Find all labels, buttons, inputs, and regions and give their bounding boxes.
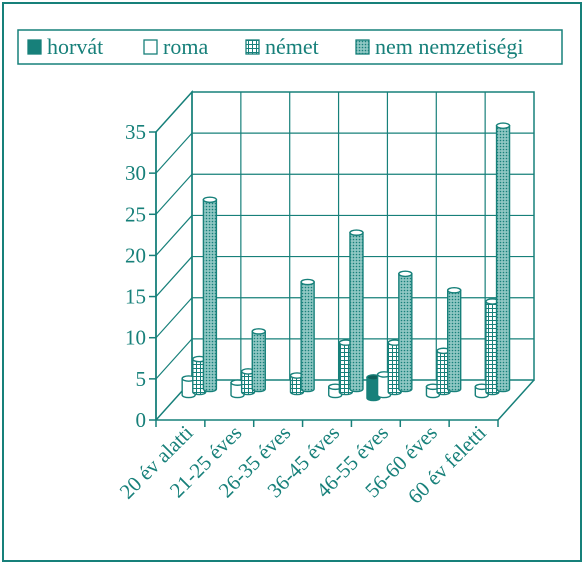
bar-nemet-36-45-eves xyxy=(338,339,354,396)
bar-body xyxy=(376,373,392,399)
bar-roma-21-25-eves xyxy=(230,379,245,399)
bar-top xyxy=(251,328,266,335)
bars xyxy=(181,122,511,402)
y-tick-label: 25 xyxy=(125,202,146,226)
bar-nem-nemzetisegi-26-35-eves xyxy=(300,278,315,393)
bar-body xyxy=(251,330,266,393)
gridline-side xyxy=(155,256,193,297)
legend-label: német xyxy=(265,34,319,59)
gridline-side xyxy=(155,338,193,380)
bar-nem-nemzetisegi-46-55-eves xyxy=(398,270,413,393)
legend-item-nem-nemzetisegi: nem nemzetiségi xyxy=(355,34,523,59)
bar-body xyxy=(485,300,500,396)
bar-body xyxy=(338,341,354,396)
y-tick-label: 15 xyxy=(125,285,146,309)
legend-swatch xyxy=(355,39,370,55)
bar-nem-nemzetisegi-36-45-eves xyxy=(349,229,364,393)
y-tick-label: 35 xyxy=(125,120,146,144)
bar-body xyxy=(181,377,196,399)
axes: 0 5 10 15 20 25 30 35 xyxy=(125,120,499,432)
bar-nemet-60-ev-feletti xyxy=(485,298,500,396)
legend-label: nem nemzetiségi xyxy=(375,34,523,59)
gridline-side xyxy=(155,215,193,256)
chart-frame: horvát roma német nem nemzetiségi 0 5 10 15 20 2… xyxy=(2,2,582,562)
legend-label: roma xyxy=(163,34,208,59)
bar-nem-nemzetisegi-56-60-eves xyxy=(446,286,462,393)
bar-nemet-21-25-eves xyxy=(240,368,256,396)
bar-nemet-46-55-eves xyxy=(387,339,402,396)
bar-nem-nemzetisegi-60-ev-feletti xyxy=(495,122,511,393)
bar-roma-46-55-eves xyxy=(376,371,392,399)
bar-body xyxy=(300,281,315,393)
bar-nemet-56-60-eves xyxy=(436,347,451,396)
y-tick-label: 30 xyxy=(125,161,146,185)
bar-top xyxy=(495,122,511,129)
bar-body xyxy=(202,199,218,393)
bar-body xyxy=(289,374,305,396)
y-tick-label: 0 xyxy=(136,408,147,432)
gridline-side xyxy=(155,132,193,174)
bar-chart: horvát roma német nem nemzetiségi 0 5 10 15 20 2… xyxy=(17,29,563,508)
bar-top xyxy=(202,196,218,204)
bar-body xyxy=(446,289,462,393)
bar-nem-nemzetisegi-20-ev-alatti xyxy=(202,196,218,393)
bar-body xyxy=(495,124,511,393)
y-tick-label: 10 xyxy=(125,326,146,350)
legend-item-nemet: német xyxy=(245,34,319,59)
bar-roma-36-45-eves xyxy=(328,383,343,399)
bar-top xyxy=(349,229,364,236)
bar-top xyxy=(398,270,413,278)
legend-swatch xyxy=(245,39,260,55)
legend-box xyxy=(17,29,563,65)
bar-body xyxy=(398,273,413,393)
legend-swatch xyxy=(143,39,158,55)
legend-item-horvat: horvát xyxy=(27,34,103,59)
gridline-side xyxy=(155,297,193,339)
legend-label: horvát xyxy=(47,34,103,59)
bar-body xyxy=(387,341,402,396)
bar-roma-20-ev-alatti xyxy=(181,375,196,399)
bar-body xyxy=(349,231,364,393)
bar-roma-60-ev-feletti xyxy=(474,383,490,399)
bar-nemet-20-ev-alatti xyxy=(192,355,207,396)
bar-top xyxy=(446,286,462,294)
legend: horvát roma német nem nemzetiségi xyxy=(17,29,563,65)
bar-horvat-46-55-eves xyxy=(366,374,381,402)
legend-swatch xyxy=(27,39,42,55)
y-tick-label: 20 xyxy=(125,243,146,267)
y-tick-label: 5 xyxy=(136,367,147,391)
bar-body xyxy=(366,376,381,402)
bar-top xyxy=(300,278,315,286)
bar-body xyxy=(230,381,245,399)
legend-item-roma: roma xyxy=(143,34,208,59)
gridline-side xyxy=(155,173,193,215)
bar-body xyxy=(192,358,207,396)
bar-body xyxy=(436,350,451,396)
bar-body xyxy=(240,370,256,396)
bar-nem-nemzetisegi-21-25-eves xyxy=(251,328,266,393)
side-wall xyxy=(155,90,193,421)
